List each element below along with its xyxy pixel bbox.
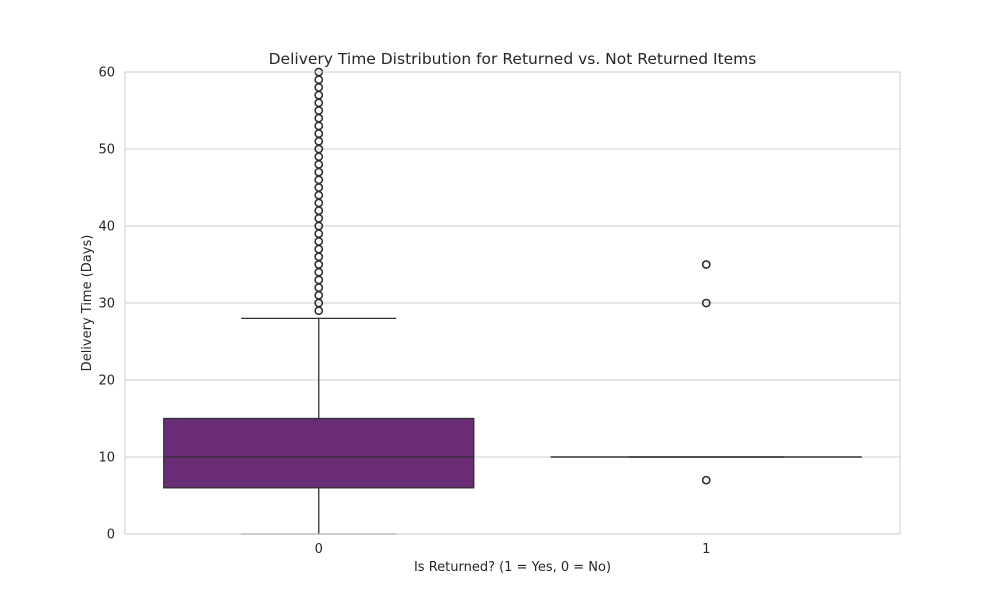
outlier-point: [701, 298, 711, 308]
outlier-point: [314, 275, 324, 285]
outlier-point: [314, 267, 324, 277]
outlier-point: [314, 75, 324, 85]
outlier-point: [314, 236, 324, 246]
iqr-box: [163, 417, 475, 489]
y-tick-label: 20: [98, 374, 115, 389]
y-axis-label: Delivery Time (Days): [80, 235, 95, 372]
outlier-point: [314, 152, 324, 162]
outlier-point: [314, 290, 324, 300]
outlier-point: [314, 183, 324, 192]
outlier-point: [314, 90, 324, 100]
outlier-point: [701, 475, 711, 485]
y-tick-labels: 0 10 20 30 40 50 60: [98, 66, 115, 543]
outlier-point: [314, 213, 324, 223]
chart-title: Delivery Time Distribution for Returned …: [269, 50, 757, 68]
box-plot-marks: [163, 67, 862, 535]
outlier-point: [314, 229, 324, 239]
outlier-point: [314, 306, 324, 316]
outlier-point: [314, 244, 324, 254]
y-tick-label: 60: [98, 66, 115, 81]
y-tick-label: 0: [107, 528, 115, 543]
outlier-point: [314, 260, 324, 269]
outlier-point: [314, 283, 324, 292]
x-tick-label: 1: [702, 542, 710, 557]
outlier-point: [314, 121, 324, 131]
outlier-point: [314, 175, 324, 185]
outlier-point: [314, 206, 324, 215]
y-tick-label: 30: [98, 297, 115, 312]
outlier-point: [314, 106, 324, 115]
y-tick-label: 40: [98, 220, 115, 235]
outlier-point: [314, 129, 324, 138]
outlier-point: [314, 190, 324, 200]
outlier-point: [314, 252, 324, 262]
x-axis-label: Is Returned? (1 = Yes, 0 = No): [414, 560, 611, 575]
plot-frame: [124, 71, 901, 535]
outlier-point: [701, 260, 711, 269]
outlier-point: [314, 167, 324, 177]
outlier-point: [314, 159, 324, 169]
outlier-point: [314, 136, 324, 146]
outlier-point: [314, 98, 324, 108]
outlier-point: [314, 113, 324, 123]
outlier-point: [314, 83, 324, 92]
x-tick-label: 0: [315, 542, 323, 557]
y-tick-label: 10: [98, 451, 115, 466]
y-tick-label: 50: [98, 143, 115, 158]
outlier-point: [314, 198, 324, 208]
